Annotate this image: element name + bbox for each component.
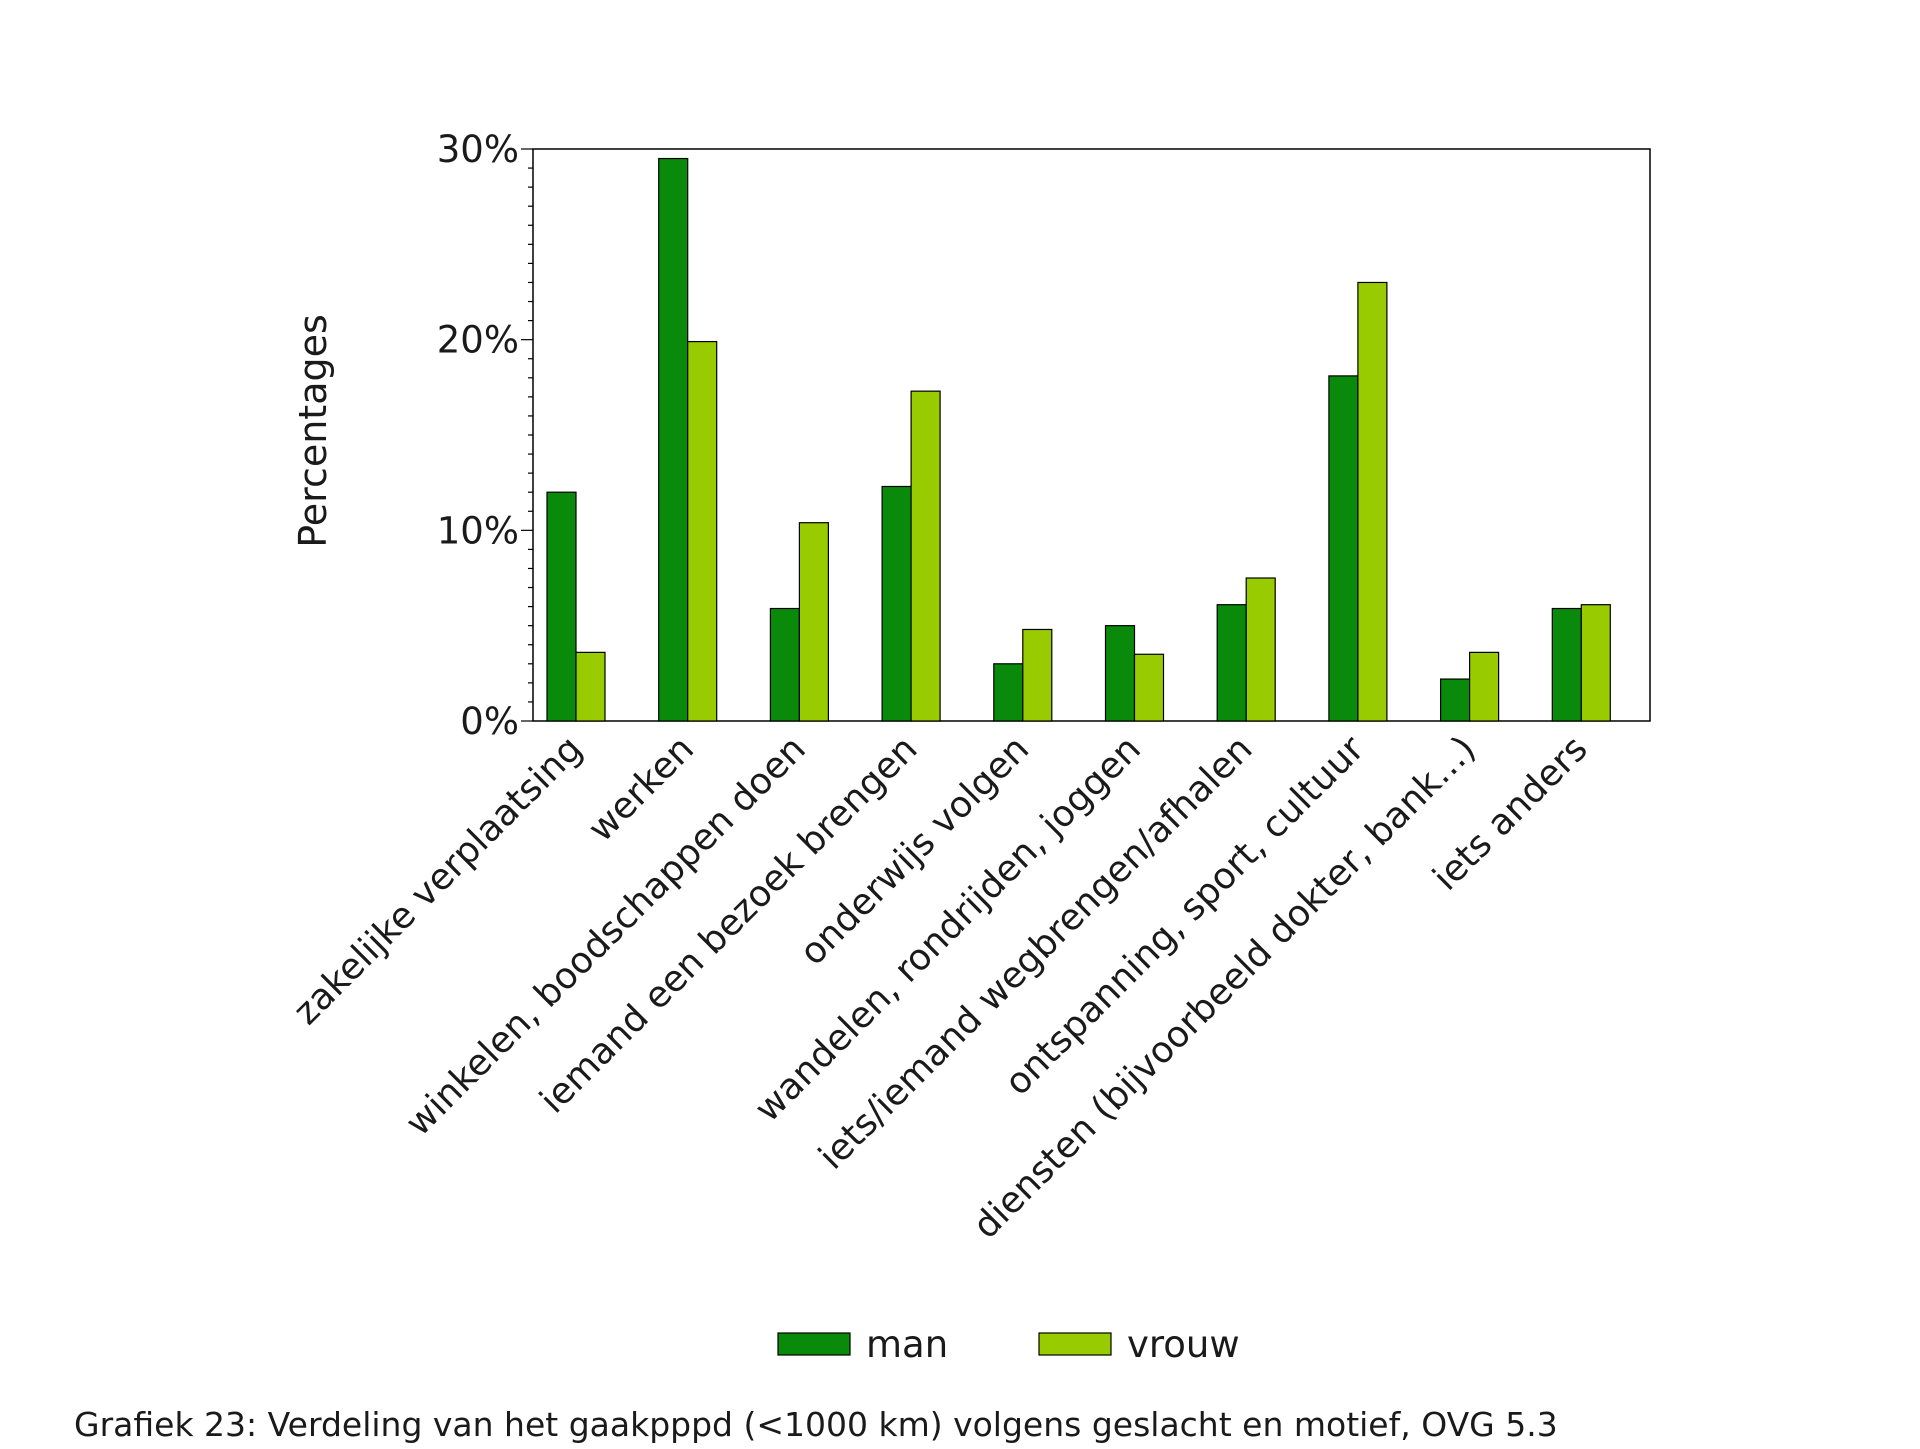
bar-man-9 (1439, 678, 1471, 722)
y-tick-label: 0% (460, 700, 519, 743)
bar-vrouw-3 (798, 522, 830, 722)
y-axis: 0% 10% 20% 30% (437, 128, 533, 743)
bar-man-6 (1104, 625, 1136, 722)
bar-man-8 (1328, 375, 1359, 722)
bar-vrouw-1 (575, 651, 606, 722)
bar-man-2 (658, 157, 689, 722)
bar-vrouw-9 (1468, 651, 1500, 722)
bar-man-1 (546, 491, 577, 722)
bar-vrouw-10 (1580, 604, 1611, 722)
bar-vrouw-7 (1245, 577, 1276, 722)
legend-label-vrouw: vrouw (1127, 1323, 1240, 1366)
bar-vrouw-2 (687, 340, 718, 722)
y-tick-label: 30% (437, 128, 519, 171)
x-category-label: winkelen, boodschappen doen (398, 728, 814, 1144)
bar-man-7 (1216, 604, 1247, 722)
y-axis-title: Percentages (291, 314, 335, 548)
legend-swatch-man (777, 1332, 851, 1356)
bar-man-4 (881, 485, 912, 722)
bar-vrouw-6 (1133, 653, 1165, 722)
legend-label-man: man (866, 1323, 948, 1366)
legend-swatch-vrouw (1038, 1332, 1112, 1356)
figure-caption: Grafiek 23: Verdeling van het gaakpppd (… (74, 1405, 1558, 1444)
legend: man vrouw (777, 1323, 1240, 1366)
bar-man-10 (1551, 607, 1582, 722)
bar-vrouw-8 (1357, 281, 1388, 722)
bars-group (546, 157, 1611, 722)
bar-vrouw-5 (1022, 628, 1053, 722)
bar-vrouw-4 (910, 390, 941, 722)
y-tick-label: 20% (437, 319, 519, 362)
y-tick-label: 10% (437, 509, 519, 552)
bar-man-3 (769, 607, 801, 722)
bar-man-5 (993, 663, 1024, 722)
